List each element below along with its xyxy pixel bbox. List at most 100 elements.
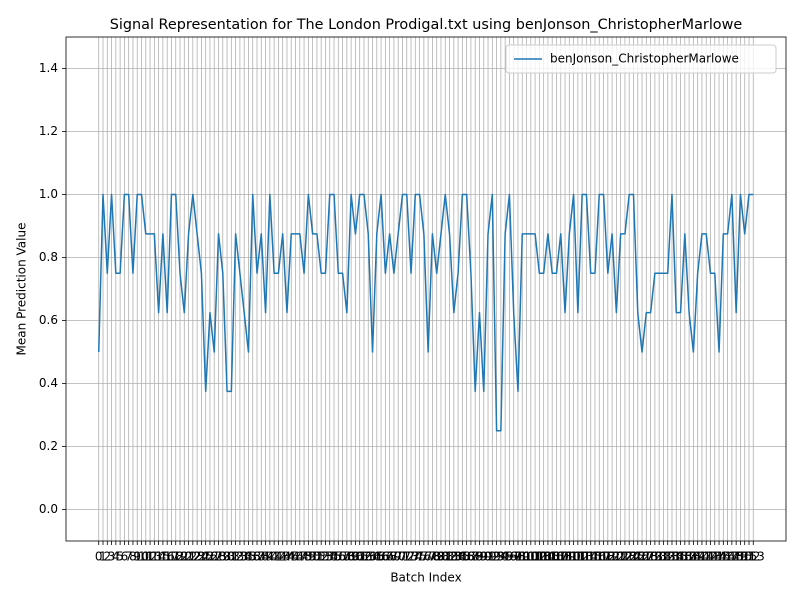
x-tick-label: 2 xyxy=(103,550,111,564)
y-tick-label: 1.4 xyxy=(39,61,58,75)
x-tick-label: 113 xyxy=(571,550,594,564)
x-tick-label: 40 xyxy=(262,550,277,564)
y-tick-label: 0.0 xyxy=(39,502,58,516)
x-tick-label: 14 xyxy=(151,550,166,564)
x-tick-label: 37 xyxy=(249,550,264,564)
x-tick-label: 69 xyxy=(386,550,401,564)
x-tick-label: 73 xyxy=(403,550,418,564)
x-tick-label: 21 xyxy=(181,550,196,564)
x-tick-label: 72 xyxy=(399,550,414,564)
y-tick-label: 1.2 xyxy=(39,124,58,138)
x-tick-label: 115 xyxy=(579,550,602,564)
x-tick-label: 79 xyxy=(429,550,444,564)
x-tick-label: 106 xyxy=(541,550,564,564)
x-tick-label: 92 xyxy=(485,550,500,564)
line-series xyxy=(97,193,754,432)
x-tick-label: 38 xyxy=(254,550,269,564)
x-tick-label: 23 xyxy=(189,550,204,564)
legend: benJonson_ChristopherMarlowe xyxy=(505,44,777,74)
x-tick-label: 52 xyxy=(314,550,329,564)
x-tick-label: 143 xyxy=(699,550,722,564)
x-tick-label: 119 xyxy=(596,550,619,564)
x-tick-label: 118 xyxy=(592,550,615,564)
x-tick-label: 81 xyxy=(438,550,453,564)
x-tick-label: 110 xyxy=(558,550,581,564)
x-tick-label: 84 xyxy=(450,550,465,564)
x-tick-label: 150 xyxy=(729,550,752,564)
y-tick-label: 0.8 xyxy=(39,250,58,264)
x-tick-label: 128 xyxy=(635,550,658,564)
x-tick-label: 71 xyxy=(395,550,410,564)
x-tick-label: 60 xyxy=(348,550,363,564)
x-tick-label: 44 xyxy=(279,550,294,564)
x-tick-label: 19 xyxy=(172,550,187,564)
x-tick-label: 27 xyxy=(207,550,222,564)
x-tick-label: 46 xyxy=(288,550,303,564)
x-tick-label: 91 xyxy=(480,550,495,564)
x-tick-label: 74 xyxy=(408,550,423,564)
x-tick-label: 56 xyxy=(331,550,346,564)
x-tick-label: 76 xyxy=(416,550,431,564)
x-tick-label: 13 xyxy=(147,550,162,564)
x-tick-label: 32 xyxy=(228,550,243,564)
x-tick-label: 121 xyxy=(605,550,628,564)
x-tick-label: 0 xyxy=(95,550,103,564)
x-tick-label: 41 xyxy=(266,550,281,564)
x-tick-label: 54 xyxy=(322,550,337,564)
x-tick-label: 148 xyxy=(720,550,743,564)
x-tick-label: 12 xyxy=(142,550,157,564)
x-tick-label: 64 xyxy=(365,550,380,564)
x-tick-label: 132 xyxy=(652,550,675,564)
x-tick-label: 1 xyxy=(99,550,107,564)
x-tick-label: 85 xyxy=(455,550,470,564)
x-tick-label: 5 xyxy=(116,550,124,564)
x-tick-label: 11 xyxy=(138,550,153,564)
x-tick-label: 6 xyxy=(121,550,129,564)
x-tick-label: 10 xyxy=(134,550,149,564)
y-tick-label: 0.6 xyxy=(39,313,58,327)
x-tick-label: 137 xyxy=(673,550,696,564)
x-tick-label: 66 xyxy=(373,550,388,564)
x-tick-label: 45 xyxy=(284,550,299,564)
x-tick-label: 123 xyxy=(613,550,636,564)
x-tick-label: 145 xyxy=(708,550,731,564)
x-tick-label: 25 xyxy=(198,550,213,564)
x-tick-label: 129 xyxy=(639,550,662,564)
x-tick-label: 61 xyxy=(352,550,367,564)
x-tick-label: 109 xyxy=(554,550,577,564)
x-tick-label: 3 xyxy=(108,550,116,564)
x-tick-label: 30 xyxy=(219,550,234,564)
x-tick-label: 82 xyxy=(442,550,457,564)
x-tick-label: 139 xyxy=(682,550,705,564)
x-tick-label: 124 xyxy=(618,550,641,564)
x-tick-label: 111 xyxy=(562,550,585,564)
legend-box xyxy=(505,44,777,74)
x-tick-label: 87 xyxy=(463,550,478,564)
x-tick-label: 83 xyxy=(446,550,461,564)
x-tick-label: 8 xyxy=(129,550,137,564)
x-tick-label: 94 xyxy=(493,550,508,564)
x-tick-label: 55 xyxy=(326,550,341,564)
x-tick-label: 59 xyxy=(343,550,358,564)
x-tick-label: 18 xyxy=(168,550,183,564)
x-tick-label: 100 xyxy=(515,550,538,564)
y-tick-label: 0.2 xyxy=(39,439,58,453)
x-tick-label: 102 xyxy=(524,550,547,564)
x-tick-label: 26 xyxy=(202,550,217,564)
x-tick-label: 93 xyxy=(489,550,504,564)
x-tick-label: 28 xyxy=(211,550,226,564)
x-tick-label: 108 xyxy=(549,550,572,564)
x-tick-label: 147 xyxy=(716,550,739,564)
y-axis-label: Mean Prediction Value xyxy=(15,223,29,356)
x-tick-label: 149 xyxy=(725,550,748,564)
x-tick-label: 31 xyxy=(224,550,239,564)
x-tick-label: 22 xyxy=(185,550,200,564)
x-tick-label: 20 xyxy=(177,550,192,564)
x-tick-label: 96 xyxy=(502,550,517,564)
x-tick-label: 77 xyxy=(420,550,435,564)
x-tick-label: 16 xyxy=(160,550,175,564)
x-axis-label: Batch Index xyxy=(390,571,461,585)
x-tick-label: 15 xyxy=(155,550,170,564)
x-tick-label: 105 xyxy=(536,550,559,564)
